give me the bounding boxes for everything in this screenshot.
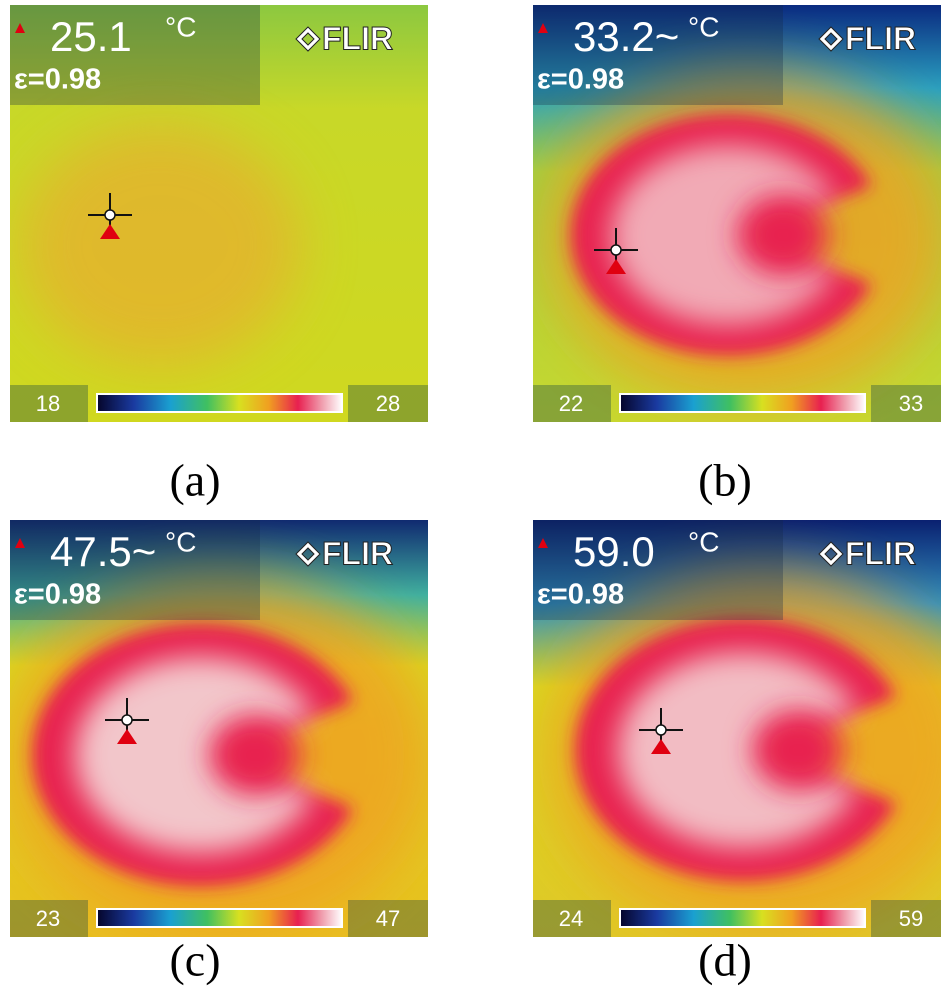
temperature: 33.2~ bbox=[573, 13, 679, 60]
temperature-unit: °C bbox=[165, 526, 196, 557]
scale-max: 33 bbox=[899, 391, 923, 416]
temperature-unit: °C bbox=[688, 11, 719, 42]
temperature: 59.0 bbox=[573, 528, 655, 575]
color-bar bbox=[620, 909, 865, 927]
scale-max: 59 bbox=[899, 906, 923, 931]
emissivity: ε=0.98 bbox=[537, 64, 624, 96]
scale-min: 24 bbox=[559, 906, 583, 931]
temperature: 47.5~ bbox=[50, 528, 156, 575]
brand: FLIR bbox=[845, 535, 916, 571]
heat-notch bbox=[738, 195, 828, 275]
scale-max: 28 bbox=[376, 391, 400, 416]
scale-max: 47 bbox=[376, 906, 400, 931]
caption: (c) bbox=[169, 935, 220, 986]
thermal-image: 59.0 °C ε=0.98 FLIR 24 59 bbox=[533, 520, 941, 937]
scale-min: 18 bbox=[36, 391, 60, 416]
heat-notch bbox=[753, 710, 843, 790]
brand: FLIR bbox=[322, 535, 393, 571]
brand: FLIR bbox=[845, 20, 916, 56]
temperature-unit: °C bbox=[688, 526, 719, 557]
thermal-image: 33.2~ °C ε=0.98 FLIR 22 33 bbox=[533, 5, 941, 422]
temperature: 25.1 bbox=[50, 13, 132, 60]
emissivity: ε=0.98 bbox=[537, 579, 624, 611]
scale-min: 22 bbox=[559, 391, 583, 416]
temperature-unit: °C bbox=[165, 11, 196, 42]
caption: (a) bbox=[169, 455, 220, 506]
crosshair-center bbox=[656, 725, 666, 735]
crosshair-center bbox=[105, 210, 115, 220]
heat-spot bbox=[20, 125, 300, 365]
color-bar bbox=[97, 394, 342, 412]
color-bar bbox=[97, 909, 342, 927]
caption: (b) bbox=[698, 455, 752, 506]
emissivity: ε=0.98 bbox=[14, 64, 101, 96]
caption: (d) bbox=[698, 935, 752, 986]
thermal-image: 47.5~ °C ε=0.98 FLIR 23 47 bbox=[4, 520, 436, 937]
heat-notch bbox=[210, 715, 300, 795]
scale-min: 23 bbox=[36, 906, 60, 931]
crosshair-center bbox=[122, 715, 132, 725]
brand: FLIR bbox=[322, 20, 393, 56]
crosshair-center bbox=[611, 245, 621, 255]
emissivity: ε=0.98 bbox=[14, 579, 101, 611]
figure: 25.1 °C ε=0.98 FLIR 18 28 (a) 33.2~ °C ε=0.98 FLIR… bbox=[0, 0, 941, 999]
thermal-image: 25.1 °C ε=0.98 FLIR 18 28 bbox=[10, 5, 428, 422]
color-bar bbox=[620, 394, 865, 412]
